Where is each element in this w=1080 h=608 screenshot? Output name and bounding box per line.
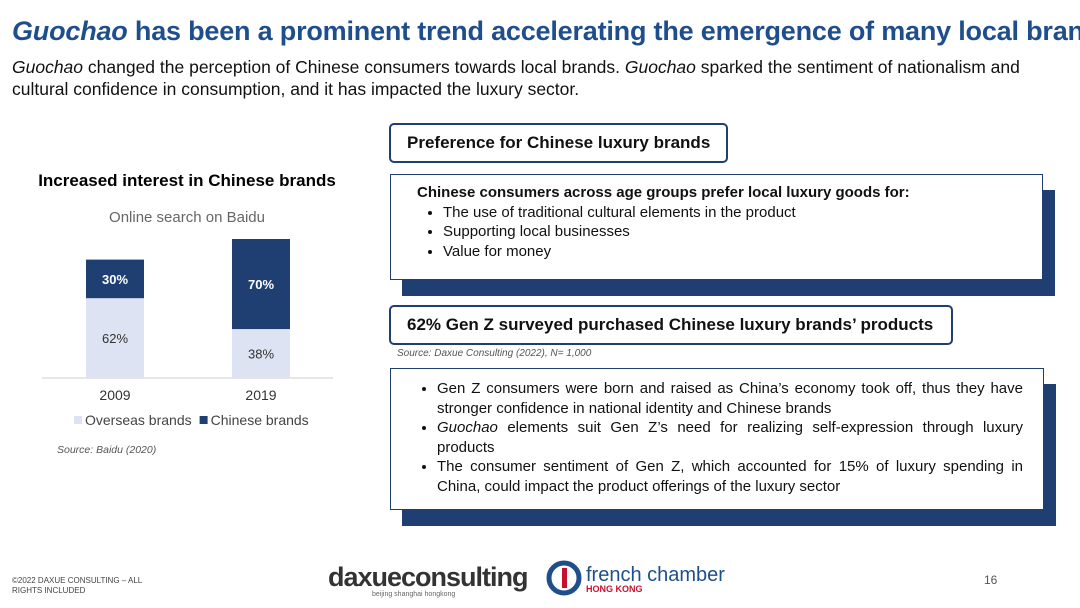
logo-ring (546, 560, 582, 596)
legend-label: Chinese brands (211, 412, 309, 428)
text-run: Guochao (12, 16, 128, 46)
data-label: 30% (102, 272, 128, 287)
text-run: Guochao (624, 57, 696, 77)
legend-swatch (199, 416, 208, 424)
logo-sub: HONG KONG (586, 584, 643, 594)
bullet: Supporting local businesses (443, 222, 1042, 242)
source-note: Source: Baidu (2020) (57, 444, 156, 456)
text-run: elements suit Gen Z’s need for realizing… (437, 419, 1023, 456)
data-label: 62% (102, 331, 128, 346)
bar-segment (86, 259, 144, 299)
bullet-list: The use of traditional cultural elements… (417, 203, 1042, 262)
text-run: Gen Z consumers were born and raised as … (437, 380, 1023, 417)
chart-title: Increased interest in Chinese brands (38, 171, 336, 190)
text-run: Guochao (12, 57, 84, 77)
logo-icon (546, 560, 582, 596)
logo: daxueconsulting (328, 562, 529, 592)
bullet: The consumer sentiment of Gen Z, which a… (437, 457, 1023, 496)
bullet-list: Gen Z consumers were born and raised as … (411, 379, 1023, 496)
bar-segment (232, 239, 290, 330)
bullet: The use of traditional cultural elements… (443, 203, 1042, 223)
page-number: 16 (984, 573, 998, 587)
bullet: Value for money (443, 242, 1042, 262)
panel-body: Chinese consumers across age groups pref… (390, 174, 1043, 280)
panel-header: Preference for Chinese luxury brands (389, 123, 729, 163)
chart-subtitle: Online search on Baidu (109, 209, 265, 226)
panel-lead: Chinese consumers across age groups pref… (417, 184, 910, 201)
text-run: changed the perception of Chinese consum… (83, 57, 625, 77)
text-run: The consumer sentiment of Gen Z, which a… (437, 458, 1023, 495)
slide-title: Guochao has been a prominent trend accel… (12, 16, 1080, 47)
logo-bar (562, 568, 567, 588)
text-run: Guochao (437, 419, 498, 436)
text-run: sparked the sentiment of nationalism and… (12, 57, 1020, 99)
bullet: Gen Z consumers were born and raised as … (437, 379, 1023, 418)
data-label: 70% (248, 277, 274, 292)
bullet: Guochao elements suit Gen Z’s need for r… (437, 418, 1023, 457)
source-note: Source: Daxue Consulting (2022), N= 1,00… (397, 348, 592, 359)
x-tick-label: 2019 (245, 387, 276, 403)
bar-segment (232, 329, 290, 378)
logo: french chamber (586, 564, 725, 586)
data-label: 38% (248, 347, 274, 362)
legend-swatch (74, 416, 82, 424)
chart: Increased interest in Chinese brands Onli… (38, 171, 336, 456)
text-run: has been a prominent trend accelerating … (127, 16, 1080, 46)
panel-header: 62% Gen Z surveyed purchased Chinese lux… (389, 305, 953, 345)
bar-segment (86, 298, 144, 378)
legend-label: Overseas brands (85, 412, 192, 428)
slide-subtitle: Guochao changed the perception of Chines… (12, 56, 1067, 100)
copyright: ©2022 DAXUE CONSULTING – ALL RIGHTS INCL… (12, 576, 142, 595)
logo-tagline: beijing shanghai hongkong (372, 591, 456, 598)
panel-body: Gen Z consumers were born and raised as … (390, 368, 1044, 510)
x-tick-label: 2009 (99, 387, 130, 403)
